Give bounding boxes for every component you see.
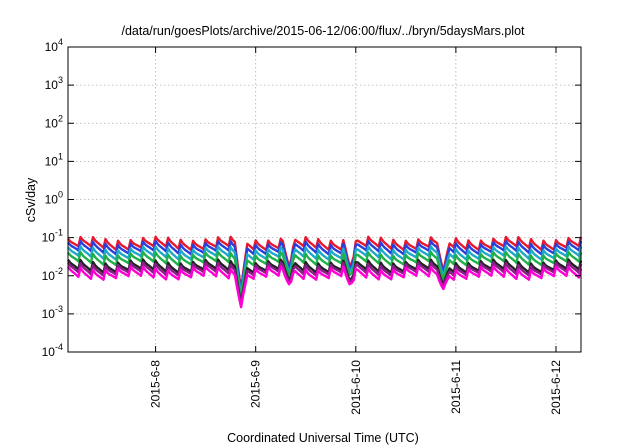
series-line [67,239,583,294]
y-tick-label: 10-4 [42,342,63,359]
x-tick-label: 2015-6-11 [449,360,463,414]
y-tick-label: 10-2 [42,266,63,283]
y-ticks: 10-4 10-3 10-2 10-1 100 101 102 103 104 [42,37,581,359]
y-tick-label: 104 [45,37,63,54]
series-line [67,245,583,297]
y-tick-label: 102 [45,113,63,130]
series-line [67,265,583,309]
x-ticks: 2015-6-8 2015-6-9 2015-6-10 2015-6-11 2015-6… [149,47,563,415]
y-tick-label: 10-1 [42,228,63,245]
y-tick-label: 100 [45,190,63,207]
y-tick-label: 10-3 [42,304,63,321]
y-tick-label: 103 [45,75,63,92]
x-tick-label: 2015-6-9 [249,360,263,408]
chart-title: /data/run/goesPlots/archive/2015-06-12/0… [121,24,525,38]
x-axis-label: Coordinated Universal Time (UTC) [227,431,419,445]
series-line [67,250,583,300]
y-axis-label: cSv/day [24,177,38,222]
y-tick-label: 101 [45,151,63,168]
x-tick-label: 2015-6-10 [349,360,363,415]
x-tick-label: 2015-6-12 [549,360,563,415]
grid [68,46,581,353]
series-group [67,235,583,309]
x-tick-label: 2015-6-8 [149,360,163,408]
